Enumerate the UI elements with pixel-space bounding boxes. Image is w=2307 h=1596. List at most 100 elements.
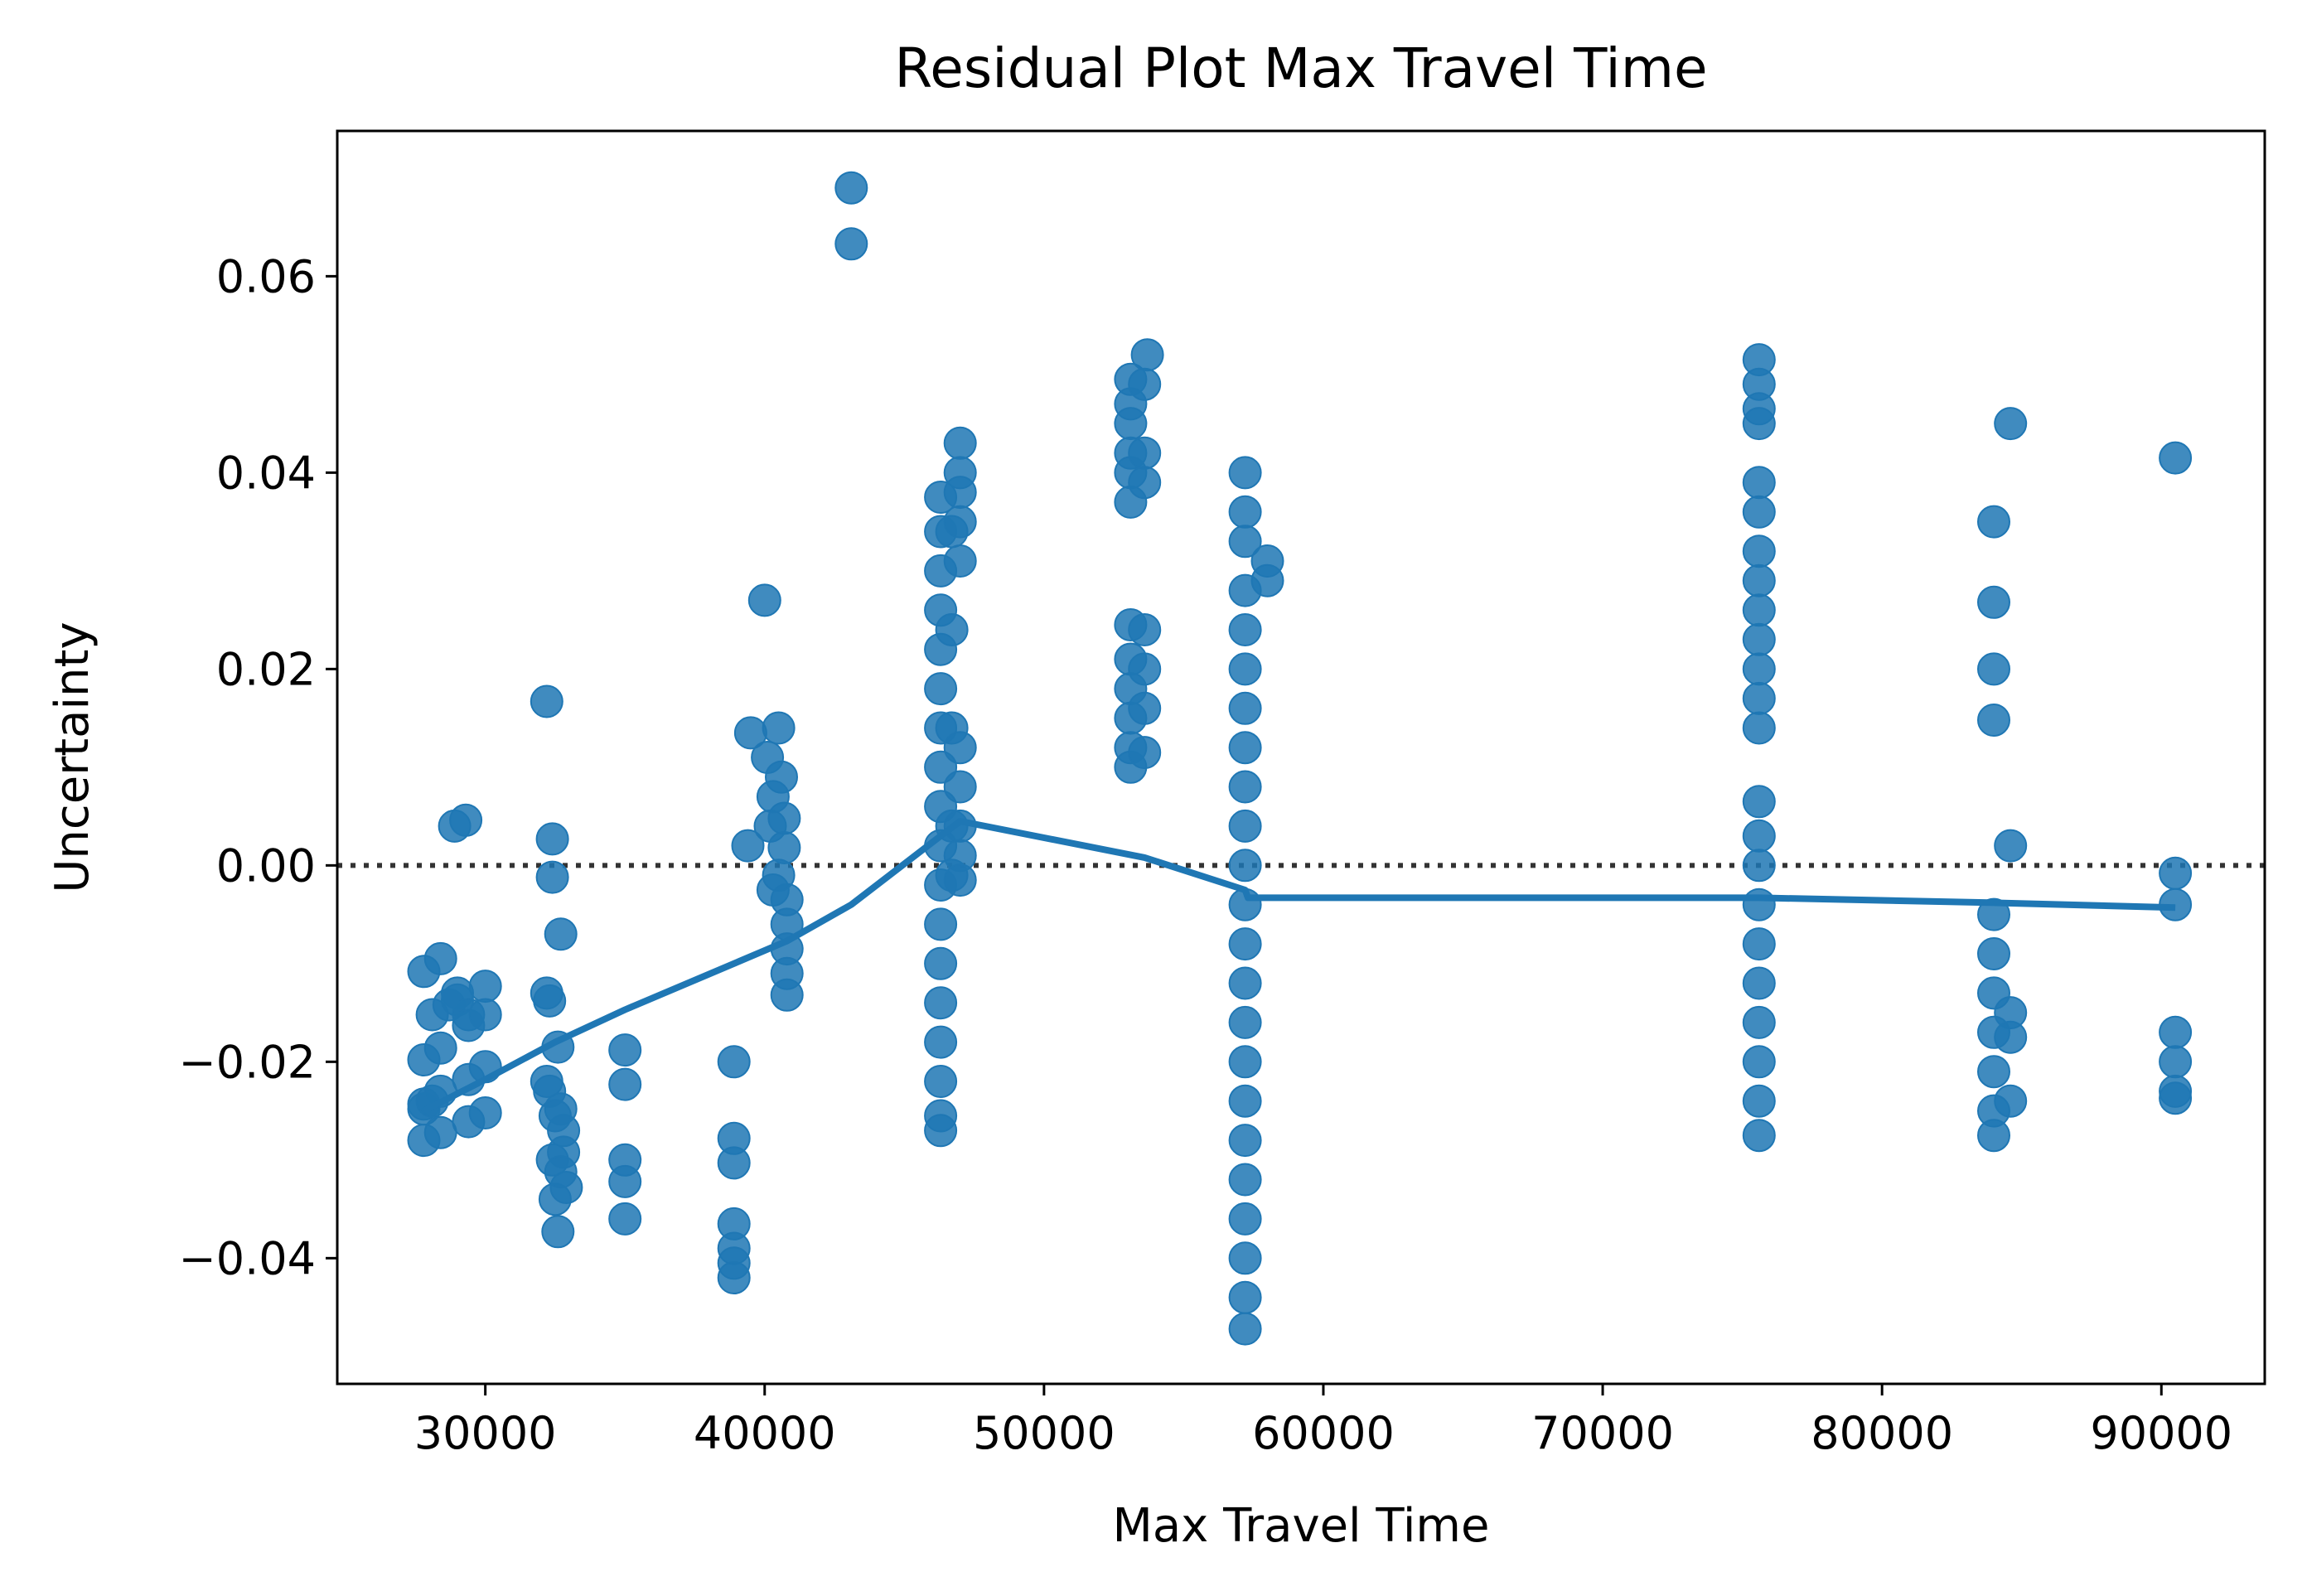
x-axis: 30000 40000 50000 60000 70000 80000 90000 (414, 1384, 2232, 1459)
scatter-point (468, 1096, 502, 1129)
scatter-point (449, 803, 483, 837)
scatter-point (608, 1202, 642, 1236)
scatter-point (533, 984, 567, 1018)
scatter-point (717, 1045, 751, 1079)
scatter-point (1994, 1020, 2028, 1054)
scatter-point (1228, 1312, 1262, 1346)
chart-title: Residual Plot Max Travel Time (894, 36, 1707, 100)
scatter-point (1228, 456, 1262, 490)
scatter-point (924, 907, 958, 941)
scatter-point (1742, 1119, 1776, 1153)
points-layer (407, 171, 2193, 1346)
scatter-point (834, 171, 868, 205)
scatter-point (762, 711, 796, 745)
scatter-point (535, 822, 569, 856)
scatter-point (535, 860, 569, 894)
scatter-point (608, 1033, 642, 1067)
scatter-point (1228, 1202, 1262, 1236)
scatter-point (2159, 856, 2193, 890)
scatter-point (468, 998, 502, 1032)
scatter-point (943, 505, 977, 539)
scatter-point (1228, 770, 1262, 804)
scatter-point (943, 426, 977, 460)
scatter-point (1742, 711, 1776, 745)
scatter-point (1977, 704, 2010, 737)
scatter-point (1977, 1119, 2010, 1153)
scatter-point (1228, 613, 1262, 646)
scatter-point (1228, 1124, 1262, 1158)
line-layer (422, 818, 2176, 1115)
scatter-point (1742, 785, 1776, 819)
scatter-point (1742, 819, 1776, 853)
scatter-point (1742, 466, 1776, 500)
scatter-point (423, 1031, 457, 1065)
scatter-point (468, 970, 502, 1004)
trend-line (422, 818, 2176, 1115)
scatter-point (544, 917, 578, 951)
scatter-point (1228, 731, 1262, 765)
x-tick-label: 80000 (1811, 1407, 1953, 1459)
scatter-point (1742, 927, 1776, 961)
scatter-point (924, 946, 958, 980)
scatter-point (423, 941, 457, 975)
scatter-point (1128, 466, 1162, 500)
scatter-point (1977, 897, 2010, 931)
y-tick-label: 0.04 (216, 447, 316, 499)
scatter-point (2159, 441, 2193, 475)
scatter-point (1742, 534, 1776, 568)
scatter-point (541, 1215, 575, 1249)
y-tick-label: −0.04 (179, 1232, 316, 1284)
scatter-point (1228, 1005, 1262, 1039)
plot-frame (336, 129, 2266, 1386)
scatter-point (770, 978, 804, 1012)
scatter-point (1742, 966, 1776, 1000)
scatter-point (924, 1025, 958, 1059)
scatter-point (1228, 525, 1262, 559)
scatter-point (731, 829, 765, 863)
scatter-point (1228, 691, 1262, 725)
scatter-point (1742, 495, 1776, 529)
scatter-point (1742, 407, 1776, 441)
x-tick-label: 50000 (973, 1407, 1115, 1459)
x-tick-label: 90000 (2090, 1407, 2232, 1459)
scatter-point (943, 544, 977, 578)
y-tick-label: 0.00 (216, 839, 316, 892)
scatter-point (943, 476, 977, 510)
scatter-point (756, 780, 790, 814)
x-tick-label: 40000 (694, 1407, 836, 1459)
y-axis: −0.04 −0.02 0.00 0.02 0.04 0.06 (179, 250, 337, 1284)
scatter-point (1228, 809, 1262, 843)
scatter-point (2159, 1015, 2193, 1049)
scatter-point (1994, 407, 2028, 441)
scatter-point (2159, 1045, 2193, 1079)
scatter-point (1228, 495, 1262, 529)
scatter-point (943, 770, 977, 804)
scatter-point (1742, 849, 1776, 883)
scatter-point (924, 1114, 958, 1148)
scatter-point (1977, 937, 2010, 970)
scatter-point (1977, 585, 2010, 619)
scatter-point (1742, 681, 1776, 715)
scatter-point (1228, 849, 1262, 883)
x-tick-label: 60000 (1252, 1407, 1395, 1459)
scatter-point (717, 1261, 751, 1294)
scatter-point (1130, 338, 1164, 372)
scatter-point (1228, 1163, 1262, 1197)
scatter-point (423, 1115, 457, 1149)
scatter-point (1977, 1055, 2010, 1089)
scatter-point (608, 1164, 642, 1198)
y-tick-label: 0.02 (216, 643, 316, 695)
x-tick-label: 70000 (1531, 1407, 1674, 1459)
scatter-point (924, 1065, 958, 1098)
scatter-point (1742, 1005, 1776, 1039)
scatter-point (1228, 927, 1262, 961)
scatter-point (1742, 1045, 1776, 1079)
scatter-point (1228, 1280, 1262, 1314)
scatter-point (1742, 1084, 1776, 1118)
scatter-point (767, 831, 801, 864)
scatter-point (943, 863, 977, 897)
scatter-point (2159, 1081, 2193, 1115)
